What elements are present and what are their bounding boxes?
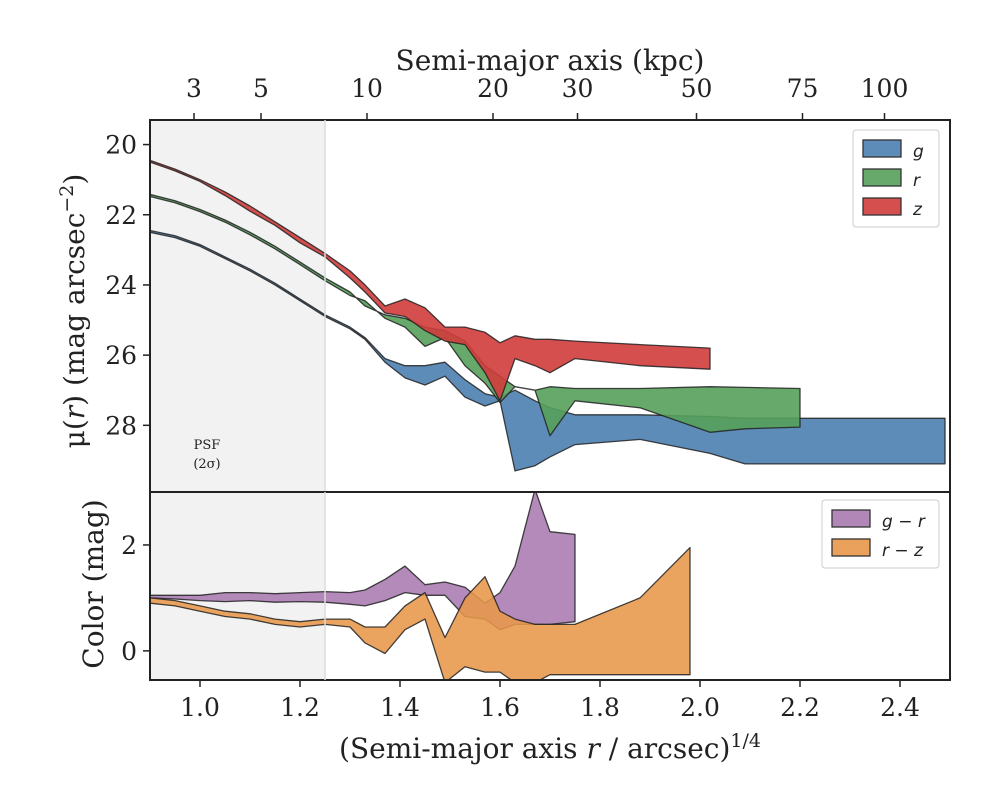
y-tick-label: 20 xyxy=(105,131,137,160)
xlabel-part-open: (Semi-major axis xyxy=(339,732,586,765)
ylabel-part-close: ) xyxy=(58,174,91,185)
top-axis-label: Semi-major axis (kpc) xyxy=(396,44,705,77)
y-tick-label: 2 xyxy=(121,531,137,560)
legend-swatch xyxy=(862,168,902,187)
x-tick-label: 1.6 xyxy=(480,693,520,722)
legend-swatch xyxy=(862,197,902,216)
psf-shaded-region-bottom xyxy=(150,492,325,680)
top-tick-label: 30 xyxy=(562,74,594,103)
y-tick-label: 26 xyxy=(105,341,137,370)
x-tick-label: 2.0 xyxy=(680,693,720,722)
y-tick-label: 28 xyxy=(105,411,137,440)
x-tick-label: 1.2 xyxy=(280,693,320,722)
y-tick-label: 24 xyxy=(105,271,137,300)
legend-label: g xyxy=(913,142,924,162)
top-tick-label: 5 xyxy=(253,74,269,103)
bottom-panel-frame xyxy=(149,491,951,681)
xlabel-part-units: / arcsec) xyxy=(600,732,731,765)
bottom-x-axis-label: (Semi-major axis r / arcsec)1/4 xyxy=(339,730,761,765)
top-tick-label: 3 xyxy=(186,74,202,103)
band-z xyxy=(150,159,711,402)
x-tick-label: 2.4 xyxy=(880,693,920,722)
xlabel-part-exponent: 1/4 xyxy=(730,730,761,752)
top-tick-label: 20 xyxy=(477,74,509,103)
legend-label: r − z xyxy=(882,541,924,561)
color-panel: 02 1.0 1.2 1.4 1.6 1.8 2.0 2.2 2.4 Color (mag) … xyxy=(77,491,951,765)
legend-label: g − r xyxy=(882,512,926,532)
ylabel-part-r: r xyxy=(58,404,91,419)
xlabel-part-r: r xyxy=(586,732,601,765)
surface-brightness-panel: 20 22 24 26 28 3 5 10 20 30 50 75 100 Semi-major ax… xyxy=(56,44,951,493)
x-tick-label: 1.0 xyxy=(180,693,220,722)
top-x-ticks: 3 5 10 20 30 50 75 100 xyxy=(186,74,909,120)
legend-label: z xyxy=(912,200,923,220)
bottom-legend: g − r r − z xyxy=(821,499,940,569)
x-tick-label: 1.8 xyxy=(580,693,620,722)
legend-swatch xyxy=(862,139,902,158)
band-r xyxy=(150,193,801,437)
top-y-ticks: 20 22 24 26 28 xyxy=(105,131,150,440)
bottom-x-ticks: 1.0 1.2 1.4 1.6 1.8 2.0 2.2 2.4 xyxy=(180,680,920,722)
x-tick-label: 2.2 xyxy=(780,693,820,722)
legend-swatch xyxy=(831,509,871,528)
legend-label: r xyxy=(913,171,921,191)
band-rz xyxy=(150,546,691,680)
ylabel-part-mu: μ( xyxy=(58,419,91,448)
top-tick-label: 10 xyxy=(351,74,383,103)
top-legend: grz xyxy=(852,129,940,228)
ylabel-part-units: ) (mag arcsec xyxy=(58,213,91,406)
top-y-axis-label: μ(r) (mag arcsec−2) xyxy=(56,174,91,449)
x-tick-label: 1.4 xyxy=(380,693,420,722)
top-tick-label: 50 xyxy=(681,74,713,103)
bottom-y-axis-label: Color (mag) xyxy=(77,499,110,668)
surface-brightness-bands xyxy=(150,159,946,472)
y-tick-label: 0 xyxy=(121,637,137,666)
psf-label-line1: PSF xyxy=(194,438,221,453)
ylabel-part-exponent: −2 xyxy=(56,185,78,213)
top-tick-label: 100 xyxy=(861,74,909,103)
psf-shaded-region xyxy=(150,120,325,492)
psf-label-line2: (2σ) xyxy=(193,457,220,472)
bottom-y-ticks: 02 xyxy=(121,531,150,666)
legend-swatch xyxy=(831,538,871,557)
y-tick-label: 22 xyxy=(105,201,137,230)
top-tick-label: 75 xyxy=(787,74,819,103)
